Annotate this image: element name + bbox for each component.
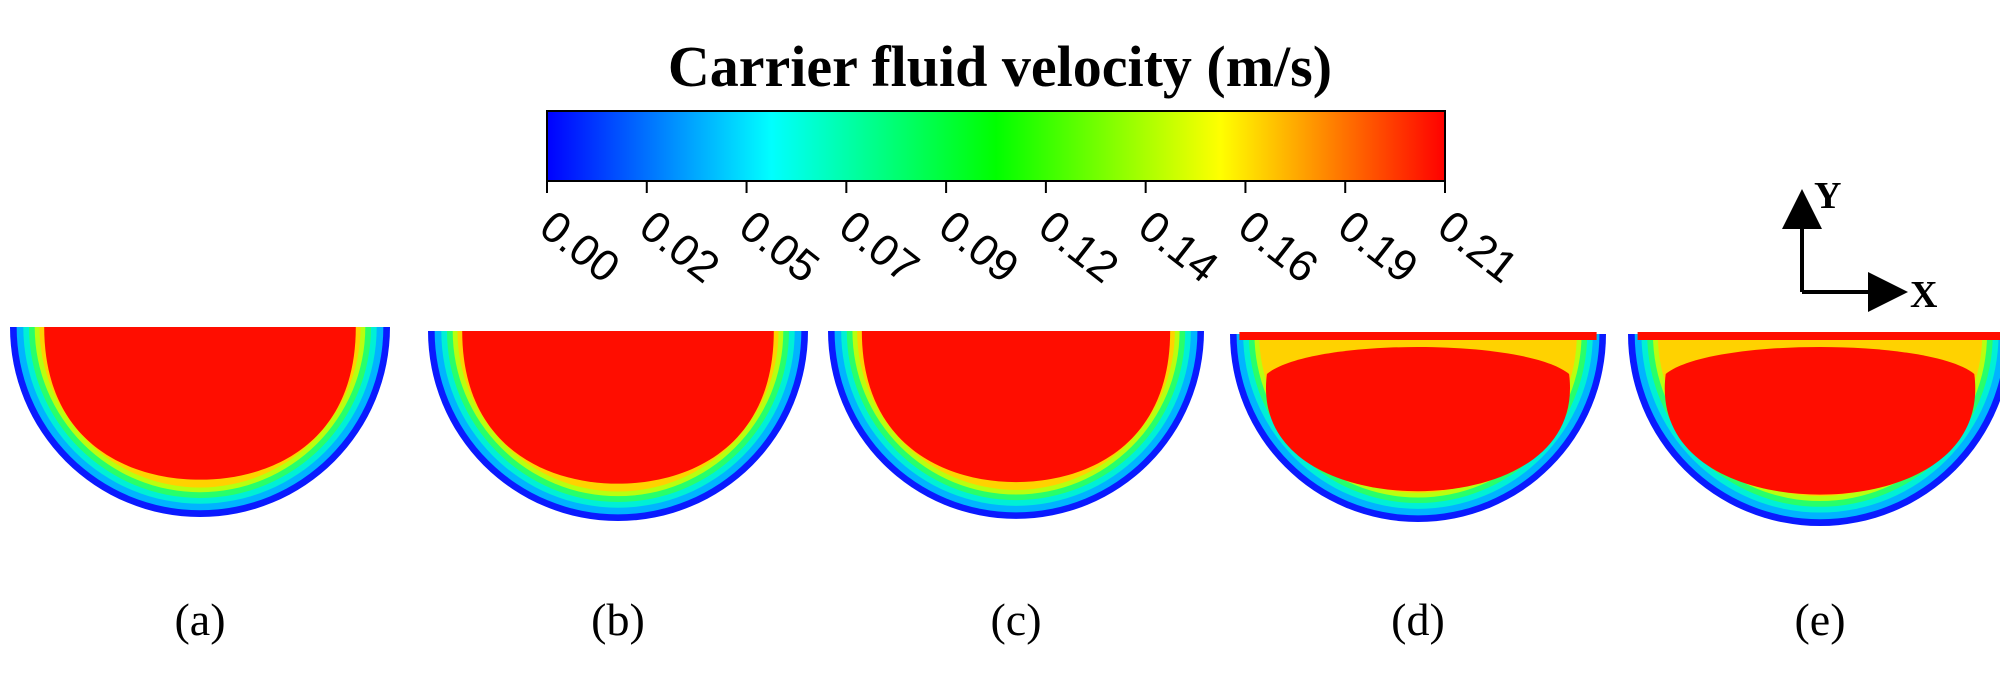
colorbar: 0.00 0.02 0.05 0.07 0.09 0.12 0.14 0.16 0.19 0.21 — [531, 110, 1527, 293]
colorbar-gradient — [546, 110, 1446, 182]
panel-c: (c) — [828, 331, 1204, 645]
colorbar-ticks: 0.00 0.02 0.05 0.07 0.09 0.12 0.14 0.16 0.19 0.21 — [531, 181, 1527, 293]
panel-label: (a) — [174, 594, 225, 645]
colorbar-tick-label: 0.09 — [930, 201, 1028, 292]
colorbar-tick-label: 0.16 — [1229, 201, 1327, 292]
colorbar-tick-label: 0.19 — [1329, 201, 1427, 292]
panel-label: (b) — [591, 594, 645, 645]
panel-label: (e) — [1794, 594, 1845, 645]
figure-title: Carrier fluid velocity (m/s) — [668, 34, 1332, 99]
y-axis-label: Y — [1814, 175, 1841, 217]
velocity-panels: (a) (b) (c) (d) (e) — [10, 327, 2000, 645]
colorbar-tick-label: 0.21 — [1429, 201, 1527, 292]
velocity-core — [462, 331, 774, 484]
colorbar-tick-label: 0.05 — [730, 201, 828, 292]
velocity-core — [1265, 347, 1571, 492]
panel-label: (c) — [990, 594, 1041, 645]
axis-indicator: Y X — [1782, 175, 1937, 316]
panel-d: (d) — [1230, 332, 1606, 645]
x-axis-label: X — [1910, 274, 1937, 316]
panel-b: (b) — [428, 331, 808, 645]
colorbar-tick-label: 0.12 — [1030, 201, 1128, 292]
panel-e: (e) — [1628, 332, 2000, 645]
velocity-core — [1664, 347, 1976, 495]
colorbar-tick-label: 0.14 — [1130, 201, 1228, 292]
velocity-surface-layer — [1239, 332, 1597, 340]
colorbar-tick-label: 0.02 — [631, 201, 729, 292]
panel-a: (a) — [10, 327, 390, 645]
panel-label: (d) — [1391, 594, 1445, 645]
colorbar-tick-label: 0.00 — [531, 201, 629, 292]
colorbar-tick-label: 0.07 — [830, 201, 928, 292]
velocity-core — [861, 331, 1171, 483]
velocity-surface-layer — [1637, 332, 2000, 340]
velocity-core — [44, 327, 356, 480]
